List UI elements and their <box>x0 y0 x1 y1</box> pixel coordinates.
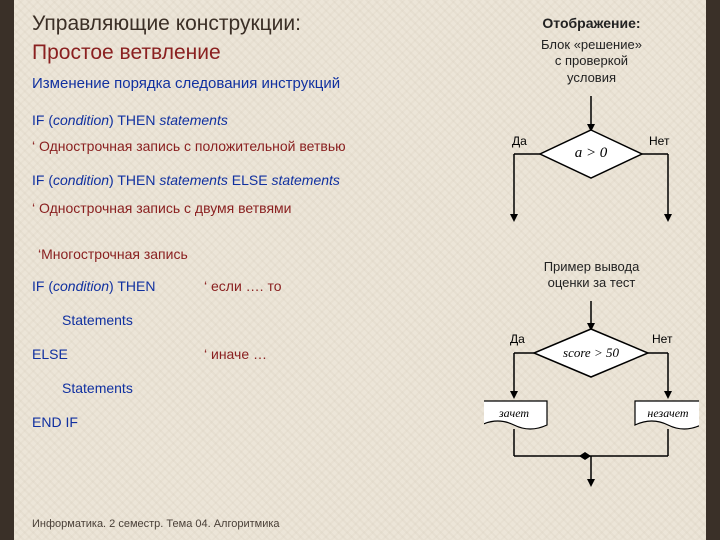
cond2: condition <box>53 172 109 188</box>
label-no-2: Нет <box>652 332 672 346</box>
example-l1: Пример вывода <box>544 259 640 274</box>
diamond-text-1: a > 0 <box>540 130 642 178</box>
right-sub2: с проверкой <box>555 53 628 68</box>
flowchart-1: Да Нет a > 0 <box>484 96 699 251</box>
label-yes-1: Да <box>512 134 527 148</box>
right-header: Отображение: <box>484 15 699 31</box>
code-line-4: Statements <box>62 312 133 328</box>
code-line-2: IF (condition) THEN statements ELSE stat… <box>32 172 340 188</box>
label-yes-2: Да <box>510 332 525 346</box>
comment-inline-2: ‘ иначе … <box>204 346 267 362</box>
kw-else: ELSE <box>228 172 272 188</box>
example-l2: оценки за тест <box>548 275 636 290</box>
right-sub: Блок «решение» с проверкой условия <box>484 37 699 86</box>
code-line-6: Statements <box>62 380 133 396</box>
kw-if3: IF ( <box>32 278 53 294</box>
flowchart-2: Да Нет score > 50 зачет незачет <box>484 301 699 501</box>
kw-if2: IF ( <box>32 172 53 188</box>
slide: Управляющие конструкции: Простое ветвлен… <box>14 0 706 540</box>
code-line-3: IF (condition) THEN <box>32 278 155 294</box>
footer: Информатика. 2 семестр. Тема 04. Алгорит… <box>32 518 280 530</box>
diamond-text-2: score > 50 <box>534 329 648 377</box>
subtitle: Изменение порядка следования инструкций <box>32 75 340 92</box>
code-line-7: END IF <box>32 414 78 430</box>
kw-then3: ) THEN <box>109 278 155 294</box>
cond3: condition <box>53 278 109 294</box>
comment-inline-1: ‘ если …. то <box>204 278 282 294</box>
output-pass: зачет <box>481 401 547 425</box>
label-no-1: Нет <box>649 134 669 148</box>
title-line2: Простое ветвление <box>32 41 221 65</box>
stmts: statements <box>159 112 227 128</box>
right-sub1: Блок «решение» <box>541 37 642 52</box>
stmts2: statements <box>159 172 227 188</box>
output-fail: незачет <box>635 401 701 425</box>
comment-3: ‘Многострочная запись <box>38 246 188 262</box>
kw-if: IF ( <box>32 112 53 128</box>
right-column: Отображение: Блок «решение» с проверкой … <box>484 15 699 501</box>
title-line1: Управляющие конструкции: <box>32 12 301 36</box>
example-label: Пример вывода оценки за тест <box>484 259 699 292</box>
stmts3: statements <box>271 172 339 188</box>
kw-then2: ) THEN <box>109 172 159 188</box>
right-sub3: условия <box>567 70 616 85</box>
cond: condition <box>53 112 109 128</box>
comment-1: ‘ Однострочная запись с положительной ве… <box>32 138 346 154</box>
code-line-5: ELSE <box>32 346 68 362</box>
comment-2: ‘ Однострочная запись с двумя ветвями <box>32 200 291 216</box>
code-line-1: IF (condition) THEN statements <box>32 112 228 128</box>
kw-then: ) THEN <box>109 112 159 128</box>
